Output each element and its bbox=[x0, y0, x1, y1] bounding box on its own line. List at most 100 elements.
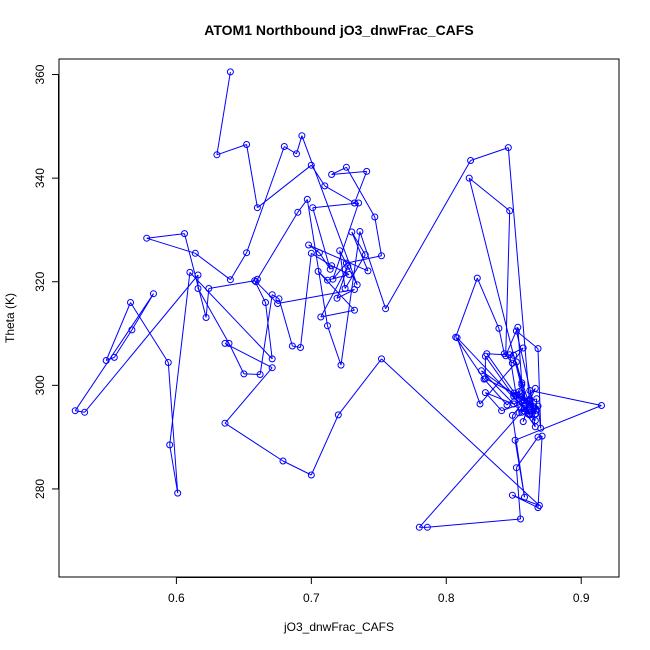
series-segment bbox=[344, 254, 366, 289]
data-point bbox=[225, 339, 233, 347]
series-segment bbox=[332, 262, 347, 280]
series-segment bbox=[332, 202, 360, 280]
data-point bbox=[297, 344, 304, 351]
series-segment bbox=[351, 231, 369, 272]
series-segment bbox=[75, 410, 85, 413]
data-point bbox=[506, 207, 514, 215]
data-point bbox=[517, 515, 524, 523]
series-segment bbox=[374, 216, 382, 256]
data-point bbox=[309, 204, 317, 212]
y-tick-label: 340 bbox=[33, 168, 47, 188]
data-point bbox=[510, 392, 518, 400]
data-point bbox=[333, 294, 341, 302]
series-segment bbox=[224, 422, 284, 462]
data-point bbox=[307, 249, 315, 257]
series-segment bbox=[327, 274, 350, 281]
data-point bbox=[240, 370, 248, 378]
data-point bbox=[467, 157, 475, 164]
series-segment bbox=[537, 435, 543, 438]
series-segment bbox=[470, 147, 509, 161]
data-point bbox=[512, 464, 520, 472]
data-point bbox=[508, 491, 516, 499]
data-point bbox=[477, 367, 485, 375]
data-point bbox=[511, 436, 519, 444]
data-point bbox=[522, 401, 530, 408]
data-point bbox=[504, 144, 512, 152]
data-point bbox=[538, 432, 546, 440]
data-point bbox=[510, 400, 518, 408]
series-segment bbox=[277, 289, 355, 304]
data-point bbox=[355, 199, 363, 207]
data-point bbox=[503, 401, 511, 409]
series-segment bbox=[255, 281, 278, 304]
series-segment bbox=[513, 392, 524, 401]
series-segment bbox=[327, 325, 342, 366]
data-point bbox=[363, 167, 371, 175]
series-segment bbox=[468, 177, 527, 405]
series-segment bbox=[130, 302, 169, 363]
series-segment bbox=[486, 353, 514, 356]
series-segment bbox=[511, 415, 525, 498]
series-segment bbox=[345, 167, 376, 218]
series-segment bbox=[312, 207, 331, 270]
series-segment bbox=[485, 392, 502, 412]
data-point bbox=[378, 252, 385, 260]
data-point bbox=[502, 352, 510, 360]
data-point bbox=[535, 502, 543, 509]
series-segment bbox=[418, 408, 525, 528]
x-tick-label: 0.9 bbox=[573, 591, 590, 605]
series-segment bbox=[113, 329, 133, 358]
series-segment bbox=[509, 347, 524, 356]
data-point bbox=[481, 375, 489, 383]
series-segment bbox=[105, 302, 131, 361]
data-point bbox=[317, 313, 325, 321]
data-point bbox=[481, 389, 489, 397]
data-point bbox=[342, 163, 350, 171]
data-point bbox=[213, 151, 221, 159]
series-segment bbox=[243, 373, 261, 375]
series-segment bbox=[455, 277, 478, 338]
series-segment bbox=[381, 358, 540, 506]
data-point bbox=[110, 353, 118, 361]
y-tick-label: 280 bbox=[33, 479, 47, 499]
data-point bbox=[324, 322, 331, 330]
series-segment bbox=[501, 398, 537, 412]
y-axis: 280 300 320 340 360 bbox=[33, 64, 59, 499]
data-point bbox=[498, 407, 506, 415]
data-point bbox=[598, 402, 605, 409]
series-segment bbox=[346, 255, 382, 264]
series-segment bbox=[246, 146, 285, 253]
series-segment bbox=[515, 361, 523, 385]
data-point bbox=[382, 305, 390, 313]
data-point bbox=[194, 285, 202, 292]
data-point bbox=[298, 132, 306, 140]
data-point bbox=[508, 411, 516, 419]
series-segment bbox=[74, 293, 154, 411]
x-axis-label: jO3_dnwFrac_CAFS bbox=[283, 620, 394, 634]
data-point bbox=[328, 262, 336, 270]
series-segment bbox=[340, 231, 361, 366]
data-point bbox=[253, 275, 261, 283]
series-segment bbox=[216, 71, 231, 155]
series-segment bbox=[427, 518, 521, 528]
series-segment bbox=[224, 367, 273, 424]
data-point bbox=[348, 228, 356, 236]
series-segment bbox=[208, 280, 255, 289]
data-point bbox=[221, 419, 229, 427]
data-point bbox=[205, 285, 213, 292]
series-segment bbox=[265, 302, 273, 359]
series-segment bbox=[224, 342, 273, 369]
series-segment bbox=[537, 348, 542, 429]
data-point bbox=[453, 334, 461, 342]
data-point bbox=[280, 143, 288, 150]
data-point bbox=[202, 314, 210, 321]
series-segment bbox=[339, 250, 346, 289]
data-point bbox=[525, 410, 533, 418]
series-segment bbox=[167, 362, 179, 494]
series-segment bbox=[229, 252, 248, 280]
series-segment bbox=[455, 336, 485, 380]
x-tick-label: 0.6 bbox=[168, 591, 185, 605]
data-point bbox=[293, 150, 300, 158]
data-point bbox=[256, 371, 264, 378]
